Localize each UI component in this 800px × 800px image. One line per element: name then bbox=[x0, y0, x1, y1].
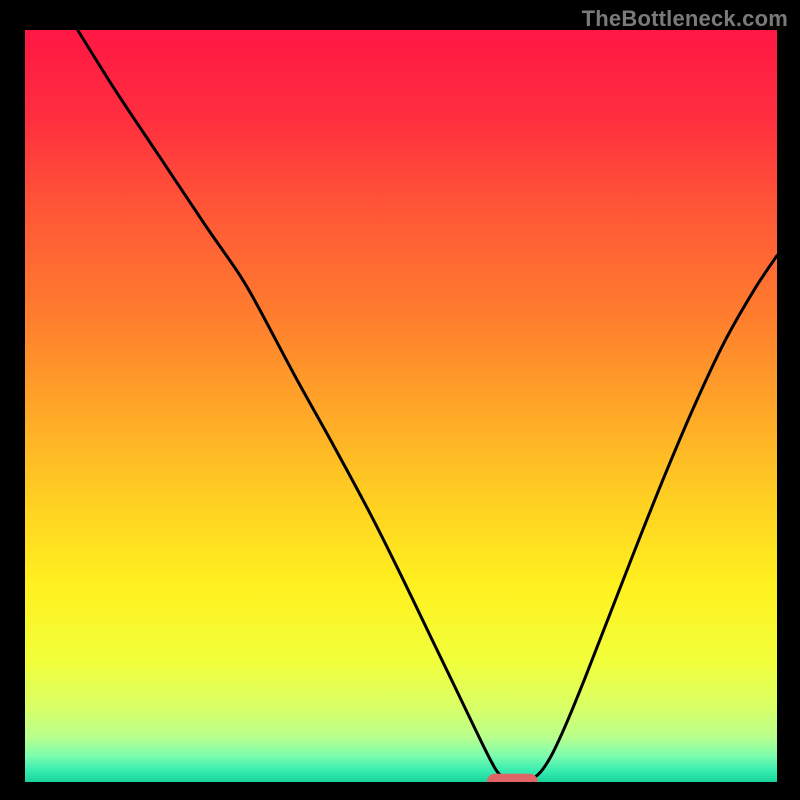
watermark-text: TheBottleneck.com bbox=[582, 6, 788, 32]
chart-container: { "watermark": { "text": "TheBottleneck.… bbox=[0, 0, 800, 800]
chart-svg bbox=[0, 0, 800, 800]
